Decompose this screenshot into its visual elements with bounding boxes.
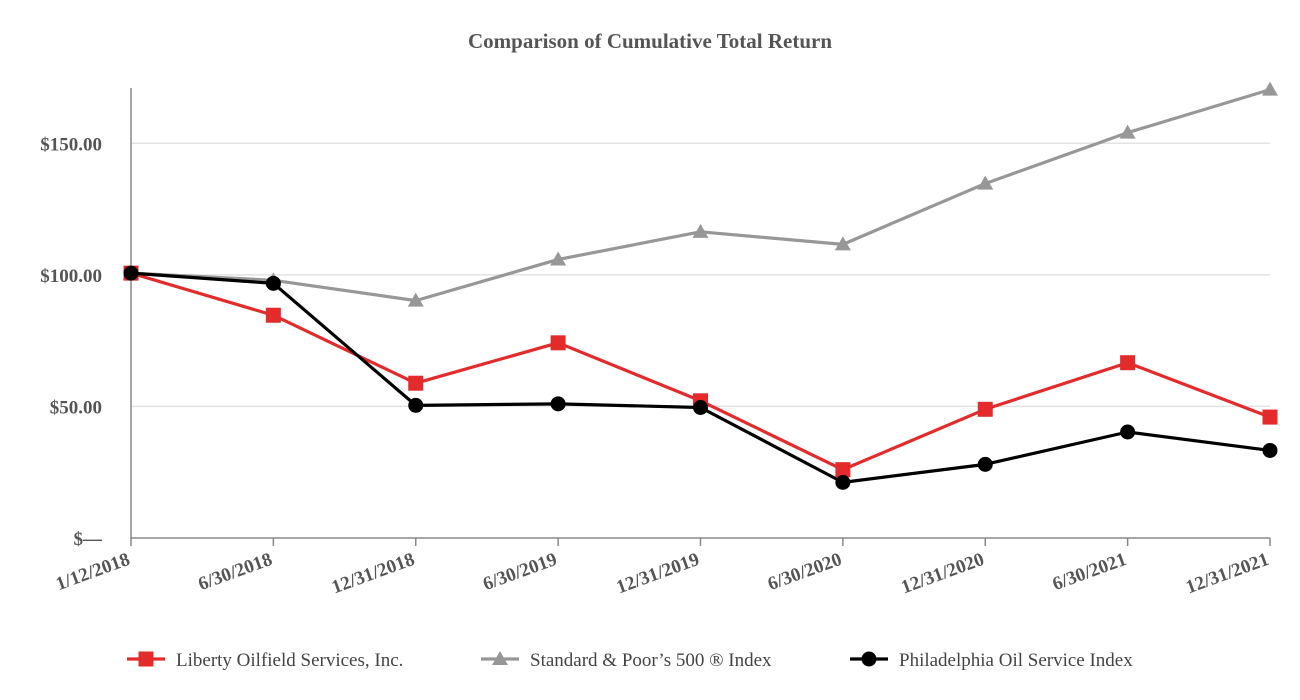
data-point-sp500	[1119, 124, 1136, 139]
legend-item-liberty: Liberty Oilfield Services, Inc.	[127, 650, 403, 671]
data-point-sp500	[1262, 81, 1278, 96]
series-line-osx	[130, 271, 1271, 484]
series-osx	[123, 265, 1278, 490]
y-tick-label: $150.00	[40, 134, 102, 155]
data-point-liberty	[408, 375, 424, 391]
x-tick-label: 12/31/2020	[898, 549, 987, 598]
legend-item-sp500: Standard & Poor’s 500 ® Index	[481, 650, 772, 671]
chart-title: Comparison of Cumulative Total Return	[468, 29, 832, 53]
data-point-sp500	[834, 236, 851, 251]
data-point-liberty	[1262, 409, 1278, 425]
y-tick-label: $100.00	[40, 266, 102, 287]
axes: $— $50.00 $100.00 $150.00 1/12/2018 6/30/2018…	[40, 88, 1272, 598]
data-point-osx	[123, 265, 139, 281]
data-point-liberty	[265, 307, 281, 323]
series-group	[123, 81, 1278, 490]
data-point-sp500	[407, 292, 424, 307]
series-liberty	[123, 265, 1278, 478]
data-point-sp500	[977, 175, 994, 190]
data-point-osx	[408, 397, 424, 413]
x-tick-label: 6/30/2018	[195, 549, 275, 595]
x-tick-label: 6/30/2021	[1050, 549, 1130, 595]
data-point-liberty	[550, 335, 566, 351]
data-point-osx	[1120, 424, 1136, 440]
legend-swatch-marker	[492, 651, 508, 665]
legend-item-osx: Philadelphia Oil Service Index	[850, 650, 1133, 671]
data-point-sp500	[692, 223, 709, 238]
series-line-sp500	[130, 88, 1271, 303]
data-point-osx	[550, 396, 566, 412]
series-line-liberty	[130, 271, 1271, 472]
x-tick-label: 12/31/2021	[1183, 549, 1272, 598]
data-point-liberty	[835, 462, 851, 478]
data-point-osx	[265, 275, 281, 291]
y-tick-label: $—	[74, 529, 104, 550]
data-point-sp500	[550, 251, 567, 266]
legend-label: Standard & Poor’s 500 ® Index	[530, 650, 772, 671]
legend-swatch-marker	[138, 651, 154, 667]
x-tick-label: 12/31/2019	[614, 549, 703, 598]
data-point-liberty	[1120, 355, 1136, 371]
x-tick-label: 12/31/2018	[329, 549, 418, 598]
x-tick-label: 6/30/2020	[765, 549, 845, 595]
legend-label: Liberty Oilfield Services, Inc.	[176, 650, 403, 671]
data-point-liberty	[977, 401, 993, 417]
data-point-osx	[977, 456, 993, 472]
legend-swatch-marker	[861, 651, 877, 667]
data-point-osx	[693, 400, 708, 415]
grid	[131, 142, 1270, 408]
legend-label: Philadelphia Oil Service Index	[899, 650, 1133, 671]
legend: Liberty Oilfield Services, Inc. Standard …	[127, 650, 1133, 671]
series-sp500	[123, 81, 1278, 307]
data-point-osx	[835, 474, 851, 490]
x-tick-label: 6/30/2019	[480, 549, 560, 595]
y-tick-label: $50.00	[50, 397, 102, 418]
data-point-osx	[1262, 442, 1278, 458]
x-tick-label: 1/12/2018	[53, 549, 133, 595]
